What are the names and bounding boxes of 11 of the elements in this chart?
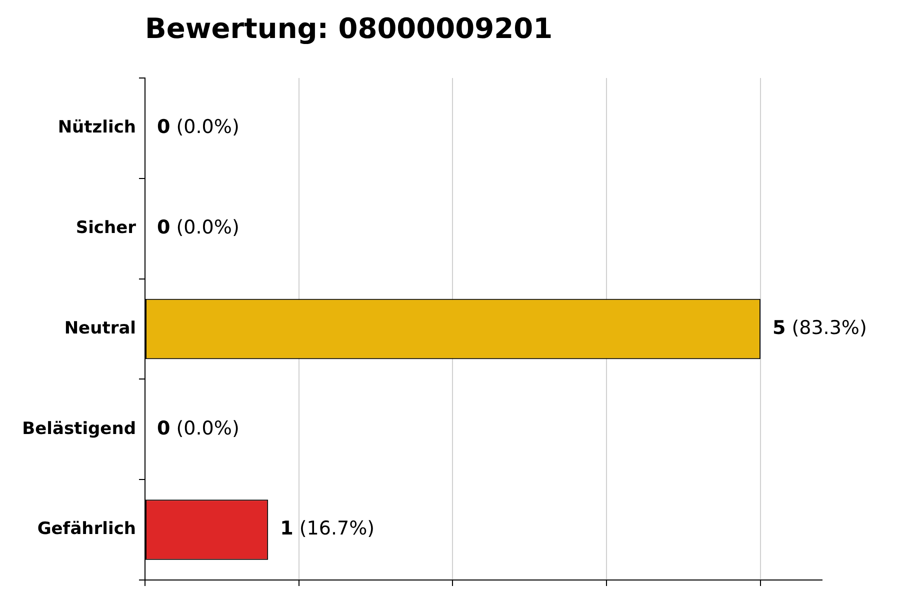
y-tick-label: Belästigend [22,418,136,439]
y-tick-label: Nützlich [58,118,136,138]
y-tick-label: Gefährlich [37,519,136,540]
y-tick-label: Neutral [64,318,136,338]
y-tick-label: Sicher [76,218,137,238]
data-label: 5 (83.3%) [772,316,867,339]
data-label: 1 (16.7%) [280,518,375,540]
data-label: 0 (0.0%) [157,116,240,138]
data-label: 0 (0.0%) [157,216,240,239]
chart-title: Bewertung: 08000009201 [145,12,553,45]
data-label: 0 (0.0%) [157,417,240,440]
